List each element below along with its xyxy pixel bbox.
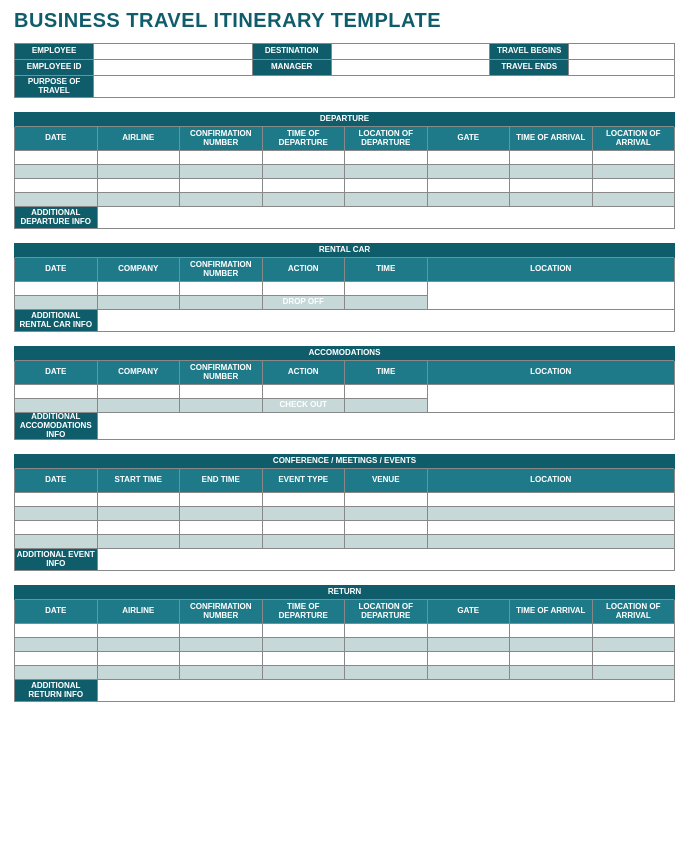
table-row[interactable] bbox=[15, 151, 675, 165]
accom-col-time: TIME bbox=[345, 361, 428, 385]
departure-table: DEPARTURE DATE AIRLINE CONFIRMATION NUMB… bbox=[14, 112, 675, 229]
value-travel-begins[interactable] bbox=[569, 44, 675, 60]
table-row[interactable] bbox=[15, 179, 675, 193]
conf-col-venue: VENUE bbox=[345, 469, 428, 493]
ret-addl-value[interactable] bbox=[97, 680, 675, 702]
dep-col-locdep: LOCATION OF DEPARTURE bbox=[345, 127, 428, 151]
value-manager[interactable] bbox=[331, 60, 489, 76]
ret-col-airline: AIRLINE bbox=[97, 600, 180, 624]
info-table: EMPLOYEE DESTINATION TRAVEL BEGINS EMPLO… bbox=[14, 43, 675, 98]
accom-table: ACCOMODATIONS DATE COMPANY CONFIRMATION … bbox=[14, 346, 675, 440]
conf-col-date: DATE bbox=[15, 469, 98, 493]
value-employee[interactable] bbox=[94, 44, 252, 60]
return-table: RETURN DATE AIRLINE CONFIRMATION NUMBER … bbox=[14, 585, 675, 702]
table-row[interactable] bbox=[15, 507, 675, 521]
table-row[interactable] bbox=[15, 666, 675, 680]
dep-col-airline: AIRLINE bbox=[97, 127, 180, 151]
table-row[interactable]: PICK UP bbox=[15, 282, 675, 296]
conf-col-location: LOCATION bbox=[427, 469, 675, 493]
ret-col-timedep: TIME OF DEPARTURE bbox=[262, 600, 345, 624]
ret-col-locdep: LOCATION OF DEPARTURE bbox=[345, 600, 428, 624]
rent-col-date: DATE bbox=[15, 258, 98, 282]
rent-col-time: TIME bbox=[345, 258, 428, 282]
accom-action-checkin: CHECK IN bbox=[262, 385, 345, 399]
conf-col-start: START TIME bbox=[97, 469, 180, 493]
dep-col-gate: GATE bbox=[427, 127, 510, 151]
conf-col-type: EVENT TYPE bbox=[262, 469, 345, 493]
label-purpose: PURPOSE OF TRAVEL bbox=[15, 76, 94, 98]
rent-col-location: LOCATION bbox=[427, 258, 675, 282]
accom-addl-label: ADDITIONAL ACCOMODATIONS INFO bbox=[15, 413, 98, 440]
dep-addl-value[interactable] bbox=[97, 207, 675, 229]
accom-addl-value[interactable] bbox=[97, 413, 675, 440]
accom-col-action: ACTION bbox=[262, 361, 345, 385]
ret-col-date: DATE bbox=[15, 600, 98, 624]
value-employee-id[interactable] bbox=[94, 60, 252, 76]
table-row[interactable] bbox=[15, 493, 675, 507]
accom-col-company: COMPANY bbox=[97, 361, 180, 385]
accom-col-location: LOCATION bbox=[427, 361, 675, 385]
rental-title: RENTAL CAR bbox=[15, 244, 675, 258]
table-row[interactable] bbox=[15, 193, 675, 207]
table-row[interactable] bbox=[15, 165, 675, 179]
rent-col-conf: CONFIRMATION NUMBER bbox=[180, 258, 263, 282]
rent-action-dropoff: DROP OFF bbox=[262, 296, 345, 310]
label-employee-id: EMPLOYEE ID bbox=[15, 60, 94, 76]
label-destination: DESTINATION bbox=[252, 44, 331, 60]
conf-addl-value[interactable] bbox=[97, 549, 675, 571]
rental-table: RENTAL CAR DATE COMPANY CONFIRMATION NUM… bbox=[14, 243, 675, 332]
conf-title: CONFERENCE / MEETINGS / EVENTS bbox=[15, 455, 675, 469]
page-title: BUSINESS TRAVEL ITINERARY TEMPLATE bbox=[14, 10, 675, 33]
rent-action-pickup: PICK UP bbox=[262, 282, 345, 296]
conf-addl-label: ADDITIONAL EVENT INFO bbox=[15, 549, 98, 571]
dep-col-date: DATE bbox=[15, 127, 98, 151]
value-purpose[interactable] bbox=[94, 76, 675, 98]
table-row[interactable]: CHECK IN bbox=[15, 385, 675, 399]
label-travel-ends: TRAVEL ENDS bbox=[490, 60, 569, 76]
conf-col-end: END TIME bbox=[180, 469, 263, 493]
ret-col-gate: GATE bbox=[427, 600, 510, 624]
dep-col-timearr: TIME OF ARRIVAL bbox=[510, 127, 593, 151]
accom-col-conf: CONFIRMATION NUMBER bbox=[180, 361, 263, 385]
dep-col-locarr: LOCATION OF ARRIVAL bbox=[592, 127, 675, 151]
table-row[interactable] bbox=[15, 638, 675, 652]
table-row[interactable] bbox=[15, 624, 675, 638]
ret-col-conf: CONFIRMATION NUMBER bbox=[180, 600, 263, 624]
label-travel-begins: TRAVEL BEGINS bbox=[490, 44, 569, 60]
ret-addl-label: ADDITIONAL RETURN INFO bbox=[15, 680, 98, 702]
rent-addl-label: ADDITIONAL RENTAL CAR INFO bbox=[15, 310, 98, 332]
label-manager: MANAGER bbox=[252, 60, 331, 76]
dep-addl-label: ADDITIONAL DEPARTURE INFO bbox=[15, 207, 98, 229]
label-employee: EMPLOYEE bbox=[15, 44, 94, 60]
table-row[interactable] bbox=[15, 652, 675, 666]
table-row[interactable] bbox=[15, 521, 675, 535]
value-destination[interactable] bbox=[331, 44, 489, 60]
dep-col-conf: CONFIRMATION NUMBER bbox=[180, 127, 263, 151]
accom-title: ACCOMODATIONS bbox=[15, 347, 675, 361]
table-row[interactable] bbox=[15, 535, 675, 549]
rent-col-company: COMPANY bbox=[97, 258, 180, 282]
conf-table: CONFERENCE / MEETINGS / EVENTS DATE STAR… bbox=[14, 454, 675, 571]
rent-addl-value[interactable] bbox=[97, 310, 675, 332]
dep-col-timedep: TIME OF DEPARTURE bbox=[262, 127, 345, 151]
accom-col-date: DATE bbox=[15, 361, 98, 385]
rent-col-action: ACTION bbox=[262, 258, 345, 282]
accom-action-checkout: CHECK OUT bbox=[262, 399, 345, 413]
return-title: RETURN bbox=[15, 586, 675, 600]
value-travel-ends[interactable] bbox=[569, 60, 675, 76]
ret-col-locarr: LOCATION OF ARRIVAL bbox=[592, 600, 675, 624]
ret-col-timearr: TIME OF ARRIVAL bbox=[510, 600, 593, 624]
departure-title: DEPARTURE bbox=[15, 113, 675, 127]
